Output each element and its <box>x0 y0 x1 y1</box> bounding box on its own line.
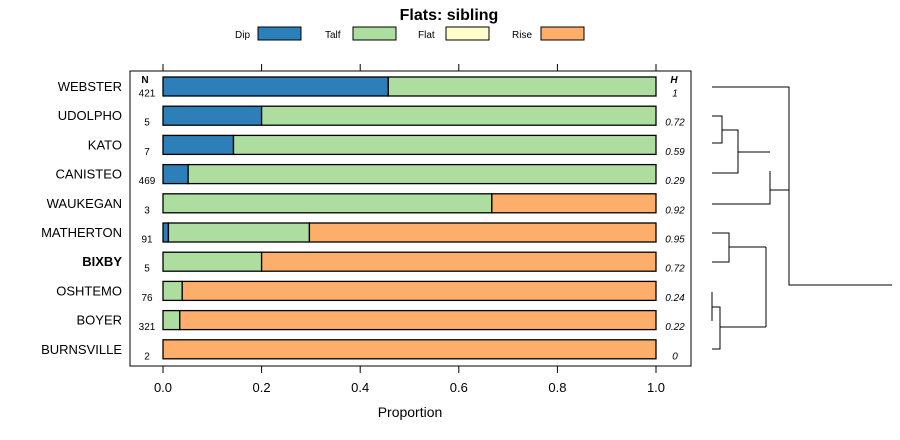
legend-label-dip: Dip <box>235 30 250 41</box>
bar-segment-rise <box>162 339 657 360</box>
category-label: BIXBY <box>82 254 122 269</box>
n-label: 469 <box>139 176 156 187</box>
legend-label-rise: Rise <box>512 30 532 41</box>
x-axis-title: Proportion <box>378 404 443 420</box>
x-tick-label: 0.6 <box>450 380 468 395</box>
h-header: H <box>670 75 678 86</box>
bar-segment-dip <box>162 105 263 126</box>
dendrogram-branch <box>712 129 739 174</box>
dendrogram-branch <box>712 171 771 205</box>
bars: WEBSTER 421 1 UDOLPHO 5 0.72 KATO 7 0.59 CANISTEO… <box>41 76 685 362</box>
bar-segment-talf <box>260 105 657 126</box>
x-tick-label: 0.2 <box>253 380 271 395</box>
legend-swatch-dip <box>257 26 302 41</box>
legend: Dip Talf Flat Rise <box>235 26 585 41</box>
x-tick-label: 1.0 <box>647 380 665 395</box>
h-label: 0.95 <box>665 235 685 246</box>
chart-title: Flats: sibling <box>400 7 499 24</box>
bar-segment-talf <box>387 76 657 97</box>
n-label: 76 <box>141 293 153 304</box>
dendrogram-branch <box>788 138 892 286</box>
h-label: 0.92 <box>665 205 685 216</box>
n-label: 5 <box>144 264 150 275</box>
n-label: 7 <box>144 147 150 158</box>
bar-segment-dip <box>162 134 235 156</box>
bar-segment-rise <box>260 251 657 272</box>
category-label: KATO <box>88 137 122 152</box>
bar-segment-dip <box>162 222 170 243</box>
legend-label-talf: Talf <box>325 30 341 41</box>
n-label: 421 <box>139 89 156 100</box>
bar-segment-rise <box>308 222 657 243</box>
h-label: 0 <box>672 351 678 362</box>
h-label: 0.72 <box>665 118 685 129</box>
bar-segment-talf <box>167 222 311 243</box>
bar-segment-rise <box>181 280 657 302</box>
category-label: BURNSVILLE <box>41 342 122 357</box>
h-label: 0.29 <box>665 176 685 187</box>
bar-segment-talf <box>162 280 183 302</box>
legend-swatch-talf <box>352 26 397 41</box>
dendrogram-branch <box>712 232 730 263</box>
legend-swatch-flat <box>445 26 490 41</box>
n-label: 3 <box>144 205 150 216</box>
category-label: OSHTEMO <box>56 283 122 298</box>
dendrogram-branch <box>712 115 723 144</box>
x-tick-label: 0.4 <box>351 380 369 395</box>
dendrogram-branch <box>712 86 790 191</box>
h-label: 0.59 <box>665 147 685 158</box>
category-label: MATHERTON <box>41 225 122 240</box>
x-tick-label: 0.0 <box>154 380 172 395</box>
legend-label-flat: Flat <box>418 30 435 41</box>
bar-segment-talf <box>162 251 263 272</box>
bar-segment-talf <box>162 193 493 214</box>
bar-segment-rise <box>179 309 657 331</box>
dendrogram-branch <box>712 306 721 350</box>
n-label: 91 <box>141 235 153 246</box>
category-label: WAUKEGAN <box>47 196 122 211</box>
n-label: 321 <box>139 322 156 333</box>
dendrogram <box>711 86 892 350</box>
bar-segment-talf <box>187 163 657 185</box>
bar-segment-rise <box>491 193 657 214</box>
category-label: BOYER <box>76 313 122 328</box>
n-label: 2 <box>144 351 150 362</box>
plot-panel <box>129 70 692 367</box>
h-label: 0.24 <box>665 293 685 304</box>
bar-segment-dip <box>162 76 389 97</box>
h-label: 0.22 <box>665 322 685 333</box>
h-label: 1 <box>672 89 678 100</box>
x-axis: 0.0 0.2 0.4 0.6 0.8 1.0 <box>154 64 665 395</box>
x-tick-label: 0.8 <box>548 380 566 395</box>
h-label: 0.72 <box>665 264 685 275</box>
category-label: UDOLPHO <box>58 108 122 123</box>
bar-segment-talf <box>232 134 657 156</box>
bar-segment-dip <box>162 163 189 185</box>
bar-segment-talf <box>162 309 181 331</box>
legend-swatch-rise <box>540 26 585 41</box>
category-label: CANISTEO <box>56 167 122 182</box>
category-label: WEBSTER <box>58 79 122 94</box>
n-label: 5 <box>144 118 150 129</box>
n-header: N <box>141 75 148 86</box>
